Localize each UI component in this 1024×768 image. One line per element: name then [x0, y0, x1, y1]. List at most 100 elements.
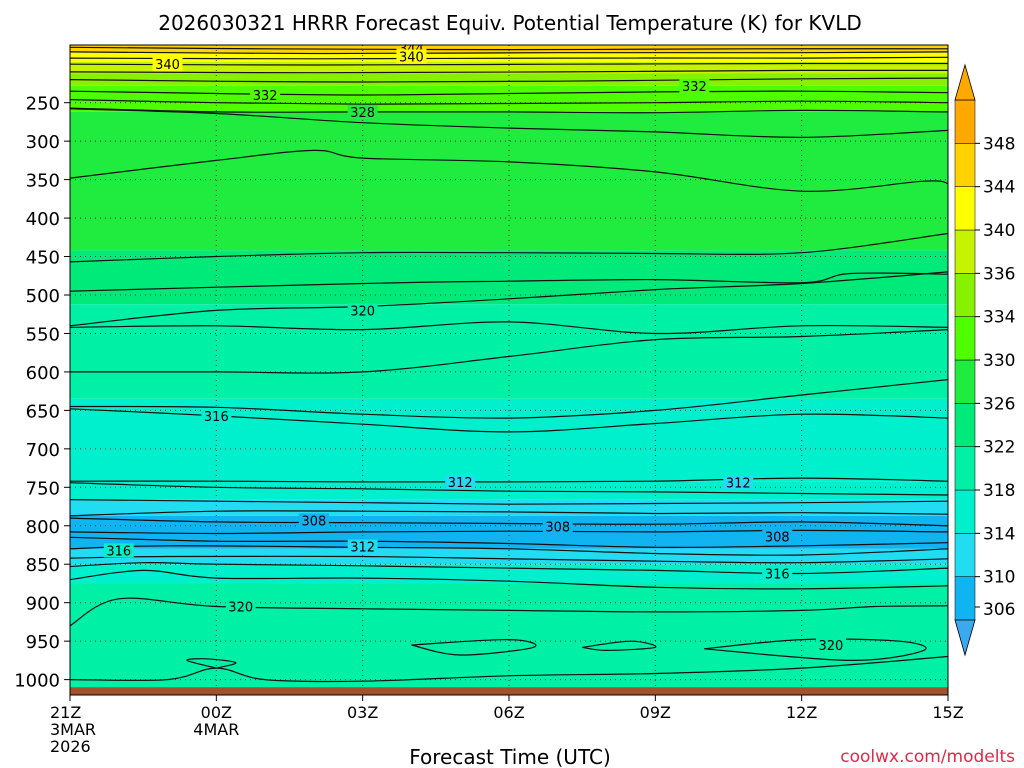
- colorbar-segment-340: [954, 186, 976, 231]
- contour-312: [70, 482, 948, 496]
- contour-label: 332: [682, 80, 707, 95]
- contour-label: 312: [350, 541, 375, 556]
- y-tick-label: 1000: [14, 671, 60, 692]
- contour-312: [70, 545, 948, 556]
- x-tick-label: 3MAR: [50, 720, 96, 739]
- contour-322: [70, 232, 948, 263]
- local-contour-2: [582, 640, 657, 652]
- contour-308: [70, 517, 948, 527]
- contour-321: [70, 655, 948, 683]
- y-tick-label: 800: [26, 517, 60, 538]
- contour-label-bg: [815, 638, 846, 652]
- contour-320: [70, 597, 948, 627]
- contour-324: [70, 149, 948, 192]
- contour-label-bg: [103, 543, 134, 558]
- contour-319: [70, 321, 948, 335]
- colorbar-label: 348: [983, 134, 1015, 154]
- contour-label: 308: [545, 521, 570, 536]
- contour-label: 312: [726, 477, 751, 492]
- contour-label: 332: [253, 89, 278, 104]
- y-tick-label: 450: [26, 248, 60, 269]
- contour-338: [70, 62, 948, 66]
- contour-label-bg: [723, 475, 754, 490]
- contour-318: [70, 329, 948, 374]
- contour-label-bg: [250, 88, 281, 102]
- credit-link[interactable]: coolwx.com/modelts: [840, 747, 1015, 767]
- grid-layer: [70, 45, 948, 695]
- x-tick-label: 4MAR: [193, 720, 239, 739]
- contour-330: [70, 99, 948, 105]
- colorbar-label: 340: [983, 221, 1015, 241]
- contour-309: [70, 529, 948, 535]
- contour-332: [70, 90, 948, 96]
- chart-title: 2026030321 HRRR Forecast Equiv. Potentia…: [158, 11, 862, 35]
- y-tick-label: 650: [26, 401, 60, 422]
- contour-label: 308: [301, 514, 326, 529]
- contour-344: [70, 46, 948, 51]
- local-contour-1: [411, 638, 537, 656]
- colorbar-segment-322: [954, 403, 976, 447]
- contour-label: 316: [765, 567, 790, 582]
- contour-336: [70, 69, 948, 74]
- colorbar-segment-310: [954, 533, 976, 577]
- theta-e-band-338: [70, 61, 948, 74]
- colorbar-segment-344: [954, 143, 976, 187]
- contour-318: [70, 569, 948, 590]
- contour-label-bg: [152, 57, 183, 72]
- contour-label-bg: [396, 49, 427, 64]
- contour-label-bg: [201, 408, 232, 423]
- contour-321: [70, 272, 948, 292]
- colorbar-label: 314: [983, 524, 1015, 544]
- contour-334: [70, 77, 948, 83]
- theta-e-band-328: [70, 111, 948, 251]
- contour-320: [70, 271, 948, 327]
- contour-label-bg: [347, 104, 378, 119]
- x-tick-label: 15Z: [932, 703, 963, 722]
- x-tick-label: 12Z: [786, 703, 817, 722]
- colorbar-segment-330: [954, 316, 976, 361]
- colorbar-label: 318: [983, 481, 1015, 501]
- contour-label: 312: [448, 476, 473, 491]
- y-tick-label: 300: [26, 132, 60, 153]
- contour-label-bg: [347, 303, 378, 318]
- y-tick-label: 950: [26, 632, 60, 653]
- contour-label-bg: [542, 519, 573, 534]
- ground-surface: [70, 687, 948, 695]
- y-tick-label: 500: [26, 286, 60, 307]
- colorbar-top-arrow: [954, 63, 976, 101]
- colorbar-segment-306: [954, 576, 976, 621]
- colorbar-segment-314: [954, 489, 976, 534]
- contour-310: [70, 510, 948, 517]
- y-tick-label: 550: [26, 324, 60, 345]
- y-tick-label: 750: [26, 478, 60, 499]
- x-tick-label: 2026: [50, 737, 91, 756]
- contour-label: 316: [106, 544, 131, 559]
- y-tick-label: 400: [26, 209, 60, 230]
- theta-e-band-335: [70, 73, 948, 86]
- local-contour-0: [186, 658, 237, 669]
- contour-label: 340: [399, 51, 424, 66]
- colorbar-segment-348: [954, 99, 976, 144]
- theta-e-band-320: [70, 304, 948, 399]
- theta-e-band-342: [70, 52, 948, 62]
- contour-316: [70, 562, 948, 575]
- contour-label-bg: [445, 474, 476, 489]
- colorbar-segment-318: [954, 446, 976, 491]
- contour-label: 320: [228, 601, 253, 616]
- contour-328: [70, 107, 948, 114]
- colorbar-label: 330: [983, 351, 1015, 371]
- contour-label: 340: [155, 58, 180, 73]
- colorbar: 306 310 314 318 322 326 330 334 336 340 344 348: [954, 63, 1015, 657]
- x-tick-label: 03Z: [347, 703, 378, 722]
- contour-label-bg: [679, 78, 710, 93]
- x-tick-label: 00Z: [201, 703, 232, 722]
- y-tick-label: 600: [26, 363, 60, 384]
- contour-311: [70, 499, 948, 505]
- y-tick-label: 850: [26, 555, 60, 576]
- theta-e-band-346: [70, 45, 948, 53]
- contour-label: 316: [204, 410, 229, 425]
- theta-e-band-324: [70, 250, 948, 305]
- contour-340: [70, 56, 948, 60]
